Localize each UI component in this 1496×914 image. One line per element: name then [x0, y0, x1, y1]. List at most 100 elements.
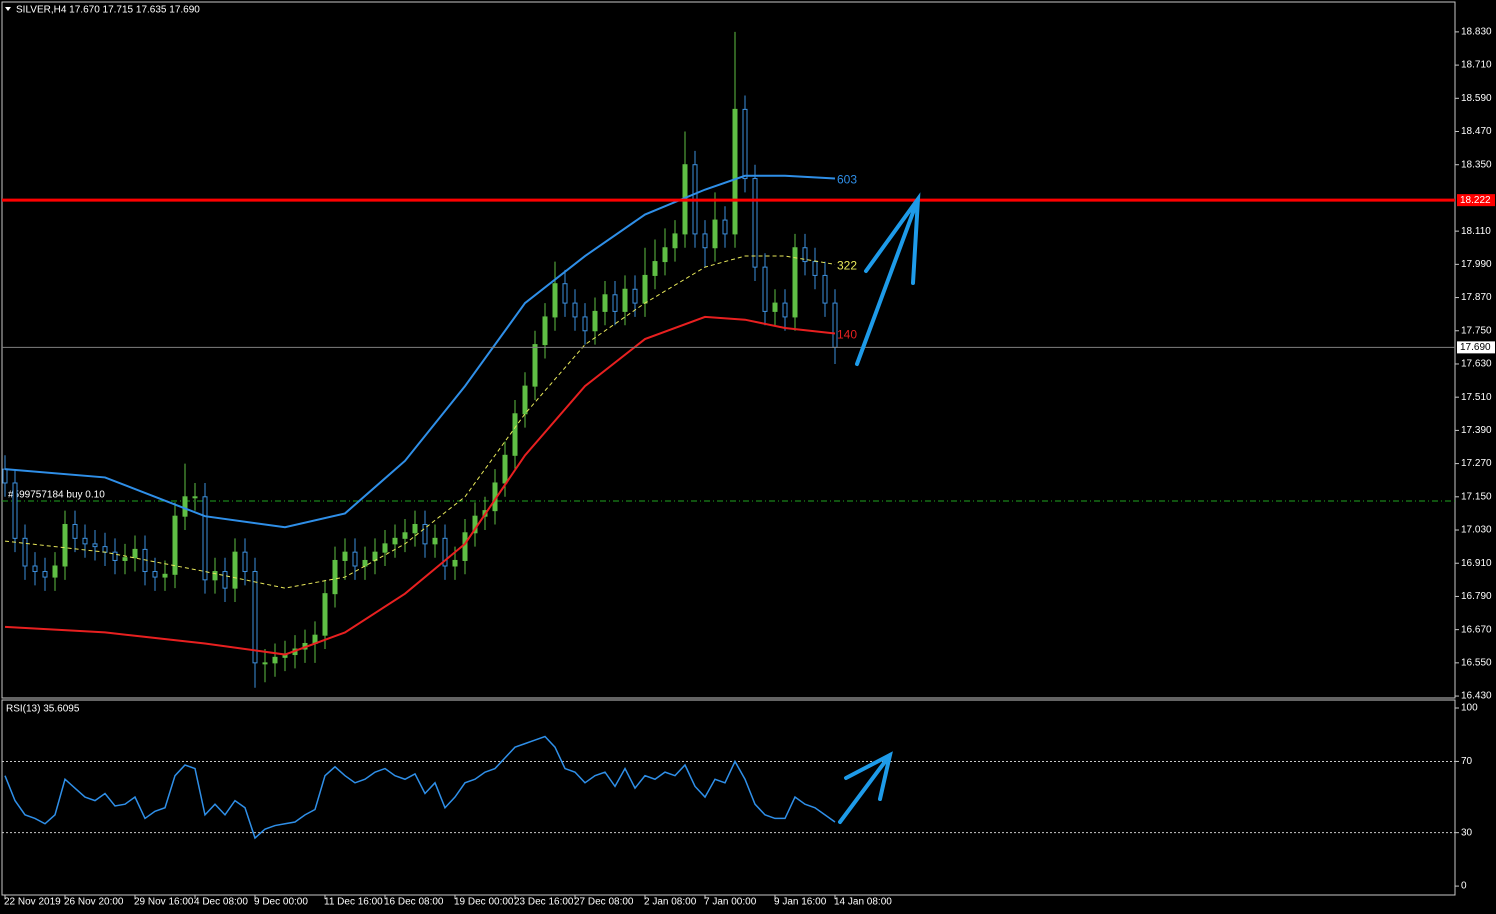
- candle-body: [502, 454, 508, 484]
- y-tick-label: 16.670: [1461, 624, 1492, 635]
- candle-body: [732, 108, 738, 235]
- candle-body: [602, 294, 608, 312]
- candle-body: [332, 559, 338, 595]
- x-tick-label: 16 Dec 08:00: [384, 897, 444, 908]
- candle-body: [532, 344, 538, 387]
- candle-body: [272, 656, 278, 664]
- candle-body: [202, 496, 208, 581]
- candle-body: [252, 571, 258, 664]
- y-tick-label: 17.630: [1461, 359, 1492, 370]
- moving-average: [4, 174, 836, 529]
- x-tick-label: 22 Nov 2019: [4, 897, 61, 908]
- candle-body: [652, 261, 658, 276]
- candle-body: [362, 559, 368, 567]
- candle-body: [722, 219, 728, 235]
- y-tick-label: 16.550: [1461, 657, 1492, 668]
- x-tick-label: 11 Dec 16:00: [324, 897, 383, 908]
- candle-body: [742, 108, 748, 180]
- price-box: [1457, 194, 1495, 207]
- moving-average: [4, 255, 836, 589]
- x-tick-label: 27 Dec 08:00: [574, 897, 634, 908]
- candle-body: [112, 551, 118, 561]
- candle-body: [22, 537, 28, 567]
- candle-body: [542, 316, 548, 346]
- moving-average: [4, 315, 836, 656]
- candle-body: [812, 261, 818, 276]
- y-tick-label: 17.270: [1461, 458, 1492, 469]
- y-tick-label: 18.590: [1461, 93, 1492, 104]
- x-tick-label: 14 Jan 08:00: [834, 897, 892, 908]
- candle-body: [102, 546, 108, 553]
- x-tick-label: 19 Dec 00:00: [454, 897, 514, 908]
- candle-body: [132, 548, 138, 559]
- y-tick-label: 16.910: [1461, 558, 1492, 569]
- candle-body: [62, 523, 68, 567]
- candle-body: [392, 537, 398, 545]
- candle-body: [262, 662, 268, 665]
- candle-body: [382, 543, 388, 553]
- candle-body: [802, 247, 808, 263]
- arrow: [855, 192, 921, 366]
- ma-label: 603: [837, 173, 857, 187]
- candle-body: [172, 515, 178, 575]
- ma-label: 140: [837, 328, 857, 342]
- candle-body: [512, 413, 518, 456]
- candle-body: [152, 571, 158, 578]
- x-tick-label: 7 Jan 00:00: [704, 897, 757, 908]
- candle-body: [622, 288, 628, 312]
- y-tick-label: 18.110: [1461, 226, 1491, 237]
- y-tick-label: 18.470: [1461, 126, 1492, 137]
- candle-body: [182, 496, 188, 517]
- candle-body: [342, 551, 348, 561]
- candle-body: [82, 537, 88, 545]
- x-tick-label: 9 Dec 00:00: [254, 897, 308, 908]
- candle-body: [52, 565, 58, 578]
- candle-body: [662, 247, 668, 263]
- x-tick-label: 4 Dec 08:00: [194, 897, 248, 908]
- candle-body: [92, 543, 98, 548]
- y-tick-label: 17.150: [1461, 491, 1492, 502]
- candle-body: [322, 593, 328, 636]
- candle-body: [212, 571, 218, 581]
- candle-body: [32, 565, 38, 573]
- x-tick-label: 23 Dec 16:00: [514, 897, 574, 908]
- candle-body: [452, 559, 458, 567]
- candle-body: [522, 385, 528, 415]
- candle-body: [412, 523, 418, 534]
- y-tick-label: 30: [1461, 827, 1473, 838]
- candle-body: [752, 178, 758, 268]
- rsi-line: [4, 735, 836, 840]
- candle-body: [222, 571, 228, 589]
- candle-body: [792, 247, 798, 318]
- candle-body: [572, 302, 578, 318]
- rsi-title: RSI(13) 35.6095: [6, 704, 80, 715]
- candle-body: [422, 523, 428, 545]
- candle-body: [192, 496, 198, 499]
- candle-body: [2, 468, 8, 484]
- candle-body: [612, 294, 618, 312]
- y-tick-label: 17.750: [1461, 325, 1492, 336]
- arrow: [838, 751, 893, 824]
- y-tick-label: 17.510: [1461, 392, 1492, 403]
- candle-body: [442, 537, 448, 567]
- x-tick-label: 9 Jan 16:00: [774, 897, 827, 908]
- candle-body: [712, 219, 718, 249]
- candle-body: [672, 233, 678, 249]
- arrows: [838, 192, 921, 824]
- main-panel: [1, 1, 1456, 699]
- y-tick-label: 18.830: [1461, 27, 1492, 38]
- candle-body: [562, 283, 568, 304]
- x-tick-label: 26 Nov 20:00: [64, 897, 124, 908]
- price-label: 17.690: [1460, 342, 1491, 353]
- candle-body: [552, 283, 558, 318]
- candle-body: [762, 266, 768, 312]
- candle-body: [432, 537, 438, 545]
- price-label: 18.222: [1460, 195, 1491, 206]
- y-tick-label: 100: [1461, 703, 1478, 714]
- candle-body: [72, 523, 78, 539]
- chart-title: SILVER,H4 17.670 17.715 17.635 17.690: [16, 5, 200, 16]
- candle-body: [632, 288, 638, 304]
- candle-body: [642, 274, 648, 304]
